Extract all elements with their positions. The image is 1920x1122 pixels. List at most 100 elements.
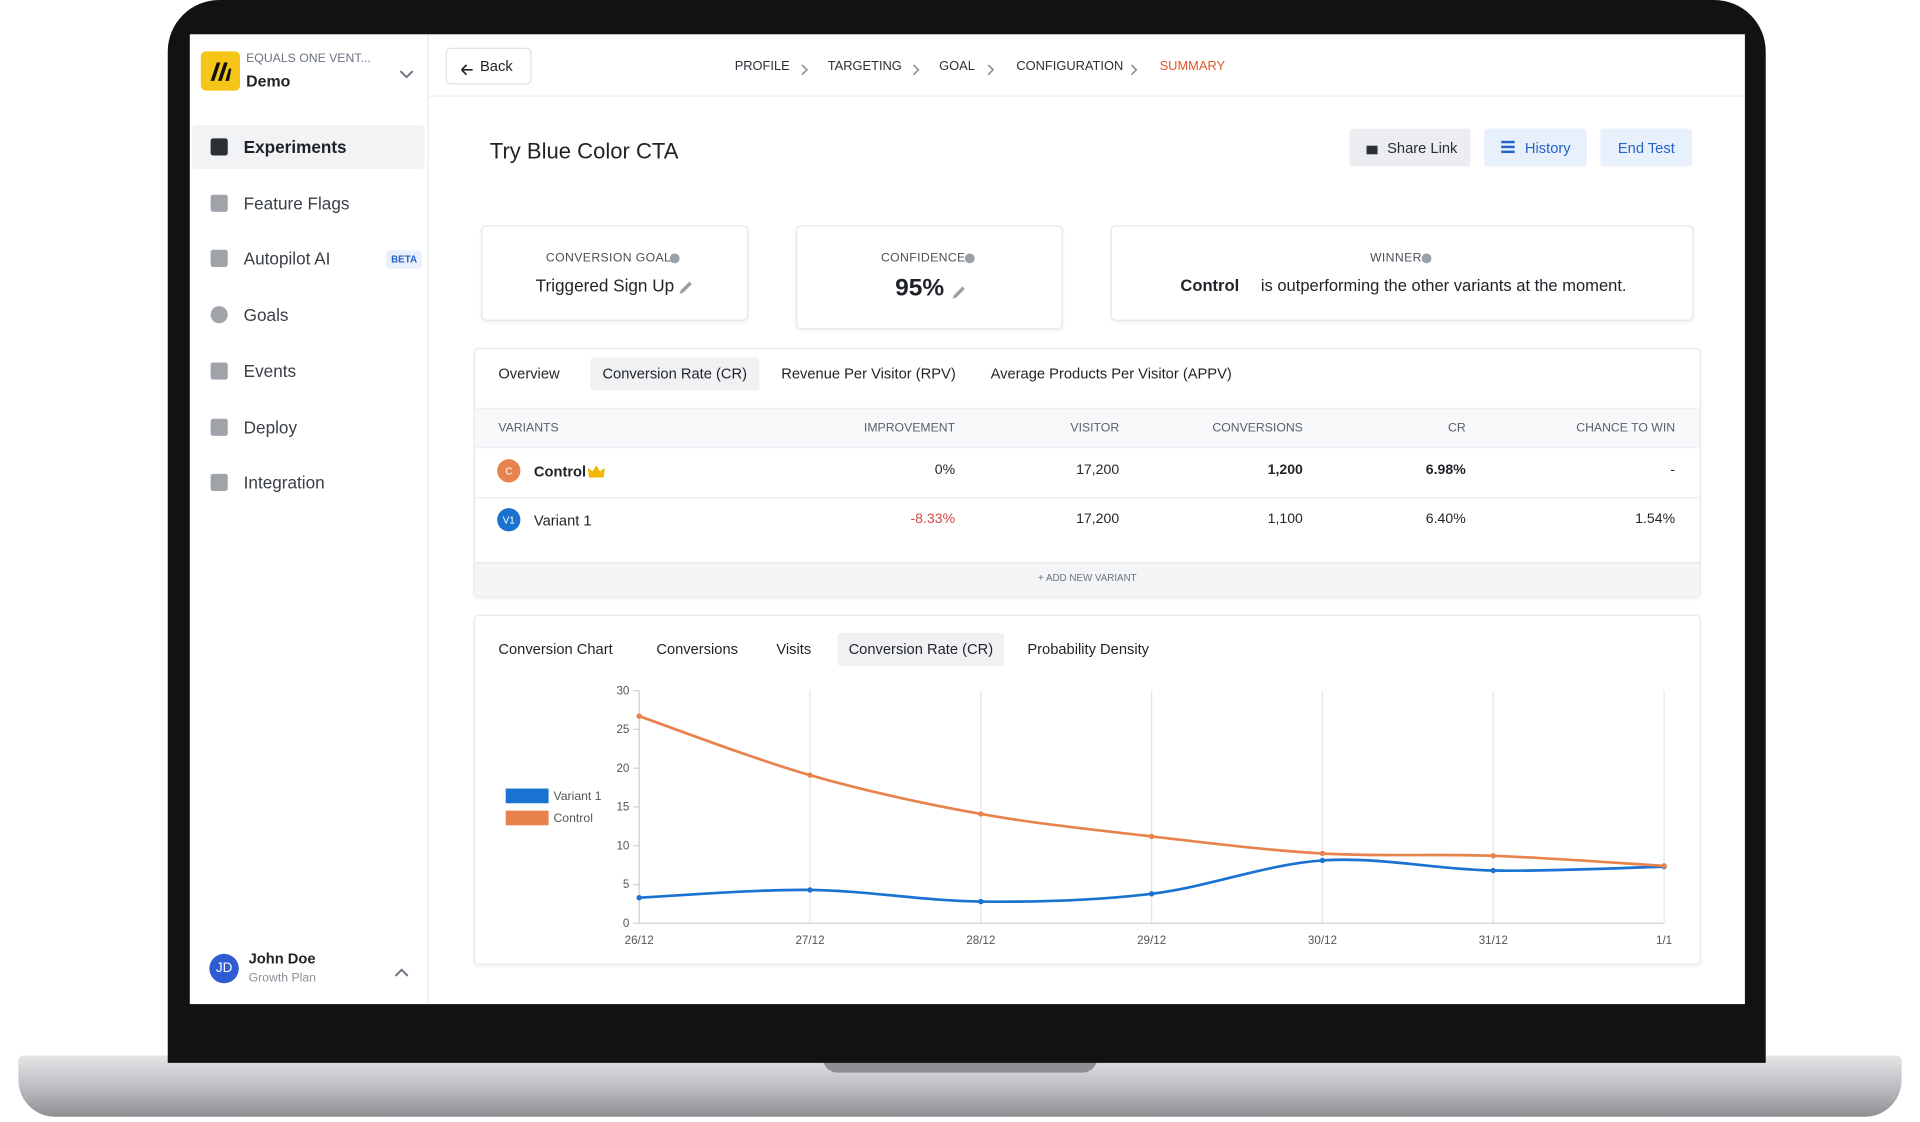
table-cell: -8.33% [910,511,956,527]
back-button[interactable] [445,47,532,85]
nav-item[interactable]: Goals [243,305,289,325]
y-tick-label: 5 [623,878,629,891]
y-tick-label: 0 [623,917,630,930]
nav-icon-glyph [210,138,228,156]
breadcrumb-step[interactable]: PROFILE [734,58,790,74]
nav-icon [209,193,229,213]
edit-icon [951,284,966,299]
y-tick-label: 20 [616,762,629,775]
nav-item[interactable]: Experiments [243,137,347,157]
table-cell: 0% [934,462,956,478]
column-header: CR [1448,421,1466,436]
action-button[interactable] [1600,128,1693,167]
chart-tab[interactable]: Conversion Chart [498,640,613,658]
action-label[interactable]: End Test [1617,139,1675,157]
table-footer [475,562,1700,597]
user-chevron [394,964,409,977]
winner-crown-glyph [587,465,605,478]
breadcrumb-step[interactable]: GOAL [939,58,975,74]
breadcrumb-chevron [1130,60,1139,76]
table-tab[interactable]: Average Products Per Visitor (APPV) [990,364,1232,383]
data-point [1490,867,1496,874]
data-point [1148,833,1155,840]
nav-icon-glyph [210,194,228,212]
x-tick-label: 27/12 [795,934,824,947]
chart-tab[interactable]: Probability Density [1027,640,1150,658]
breadcrumb-chevron-glyph [801,64,809,76]
column-header: IMPROVEMENT [863,421,956,436]
user-initials: JD [215,961,233,976]
nav-icon [209,473,229,493]
nav-icon [209,305,229,325]
user-plan: Growth Plan [248,971,316,986]
data-point [807,887,813,893]
action-label[interactable]: Share Link [1387,139,1458,157]
edit-icon-glyph [679,281,692,294]
winner-crown [587,463,605,478]
nav-item[interactable]: Autopilot AI [243,249,331,269]
data-point [978,898,984,905]
table-tab[interactable]: Revenue Per Visitor (RPV) [781,364,956,383]
nav-item[interactable]: Feature Flags [243,193,350,213]
nav-item[interactable]: Events [243,360,297,381]
nav-icon-glyph [210,250,228,268]
legend-label: Variant 1 [553,789,601,803]
org-name: EQUALS ONE VENT... [246,52,371,66]
workspace-name: Demo [246,71,291,91]
data-point [1490,853,1496,859]
breadcrumb-chevron [987,60,996,76]
action-label[interactable]: History [1524,139,1571,157]
screen [189,34,1745,1005]
x-tick-label: 28/12 [966,934,995,947]
breadcrumb-step[interactable]: TARGETING [827,58,902,74]
back-arrow-glyph [461,64,473,76]
sidebar-border [427,34,429,1005]
table-cell: 6.98% [1425,462,1466,478]
info-icon [964,253,975,264]
table-header-bg [475,407,1700,449]
nav-icon-glyph [210,418,228,436]
table-cell: 17,200 [1076,462,1120,478]
card-label: CONFIDENCE [880,251,966,266]
logo-mark [210,62,232,81]
table-tab[interactable]: Conversion Rate (CR) [602,364,747,383]
legend-swatch [505,788,549,804]
variant-badge [497,508,521,532]
nav-item[interactable]: Deploy [243,416,298,437]
y-tick-label: 30 [616,684,629,697]
chart-tab[interactable]: Conversions [656,640,739,658]
page-title: Try Blue Color CTA [489,138,679,164]
chart-tab[interactable]: Conversion Rate (CR) [848,640,994,658]
card-value: Triggered Sign Up [535,275,675,296]
variant-badge-label: V1 [502,514,515,526]
nav-active-bg [192,124,425,169]
column-header: CONVERSIONS [1212,421,1303,436]
add-variant[interactable]: + ADD NEW VARIANT [1038,572,1137,584]
card-value: 95% [895,274,945,302]
breadcrumb-step[interactable]: CONFIGURATION [1016,58,1124,74]
legend-label: Control [553,811,592,825]
action-button[interactable] [1484,128,1587,167]
table-cell: 1,100 [1267,511,1303,527]
variant-badge-label: C [505,465,513,477]
summary-card [1110,225,1694,321]
data-point [1661,863,1667,869]
action-icon-glyph [1501,140,1515,154]
data-point [1148,891,1155,897]
summary-card [795,225,1063,330]
nav-icon [209,417,229,437]
nav-icon [209,137,229,157]
data-point [636,713,642,719]
y-tick-label: 15 [616,801,629,814]
nav-item[interactable]: Integration [243,472,325,493]
breadcrumb-chevron-glyph [912,64,920,76]
back-label: Back [480,57,513,75]
chart-tab[interactable]: Visits [776,640,812,658]
nav-icon-glyph [210,474,228,492]
breadcrumb-step[interactable]: SUMMARY [1159,58,1226,74]
nav-icon [209,361,229,381]
table-tab[interactable]: Overview [498,364,560,383]
breadcrumb-chevron-glyph [987,64,995,76]
